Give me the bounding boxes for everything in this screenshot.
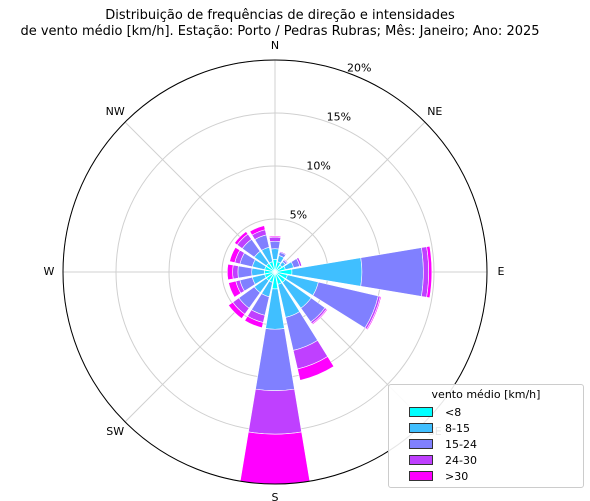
legend-swatch: [409, 471, 433, 481]
legend-entry: 8-15: [409, 420, 577, 436]
legend: vento médio [km/h] <8 8-15 15-24 24-30 >30: [388, 384, 584, 488]
legend-label: <8: [445, 405, 462, 419]
rose-segment: [228, 280, 242, 298]
rose-segment: [234, 231, 249, 246]
legend-entry: <8: [409, 404, 577, 420]
rose-segment: [366, 296, 382, 331]
legend-swatch: [409, 423, 433, 433]
direction-label: W: [44, 265, 55, 278]
rose-segment: [244, 315, 264, 329]
r-tick-label: 5%: [290, 209, 307, 222]
plot-border: [62, 59, 488, 485]
rose-segment: [268, 235, 282, 238]
rose-segment: [426, 245, 433, 299]
r-tick-label: 10%: [306, 160, 330, 173]
r-tick-label: 15%: [327, 111, 351, 124]
rose-segment: [269, 240, 281, 250]
direction-label: NW: [106, 105, 125, 118]
legend-label: 24-30: [445, 453, 477, 467]
rose-segment: [297, 356, 335, 381]
rose-segment: [228, 301, 246, 319]
legend-entry: >30: [409, 468, 577, 484]
rose-segment: [311, 308, 329, 326]
grid-spoke: [274, 121, 426, 273]
legend-swatch: [409, 455, 433, 465]
rose-segment: [268, 236, 282, 243]
legend-swatch: [409, 407, 433, 417]
rose-segment: [249, 225, 266, 236]
rose-segment: [232, 264, 239, 280]
direction-label: N: [271, 39, 279, 52]
direction-label: E: [498, 265, 505, 278]
direction-label: S: [272, 491, 279, 501]
rose-segment: [229, 246, 241, 264]
legend-label: 15-24: [445, 437, 477, 451]
legend-label: >30: [445, 469, 469, 483]
r-tick-label: 20%: [347, 62, 371, 75]
legend-label: 8-15: [445, 421, 470, 435]
legend-entry: 24-30: [409, 452, 577, 468]
rose-segment: [248, 388, 302, 435]
legend-swatch: [409, 439, 433, 449]
rose-segment: [237, 265, 253, 279]
direction-label: SW: [106, 425, 124, 438]
legend-entry: 15-24: [409, 436, 577, 452]
rose-segment: [226, 263, 234, 281]
direction-label: NE: [427, 105, 442, 118]
rose-segment: [239, 431, 311, 485]
legend-title: vento médio [km/h]: [431, 388, 541, 401]
chart-title: Distribuição de frequências de direção e…: [20, 8, 540, 39]
